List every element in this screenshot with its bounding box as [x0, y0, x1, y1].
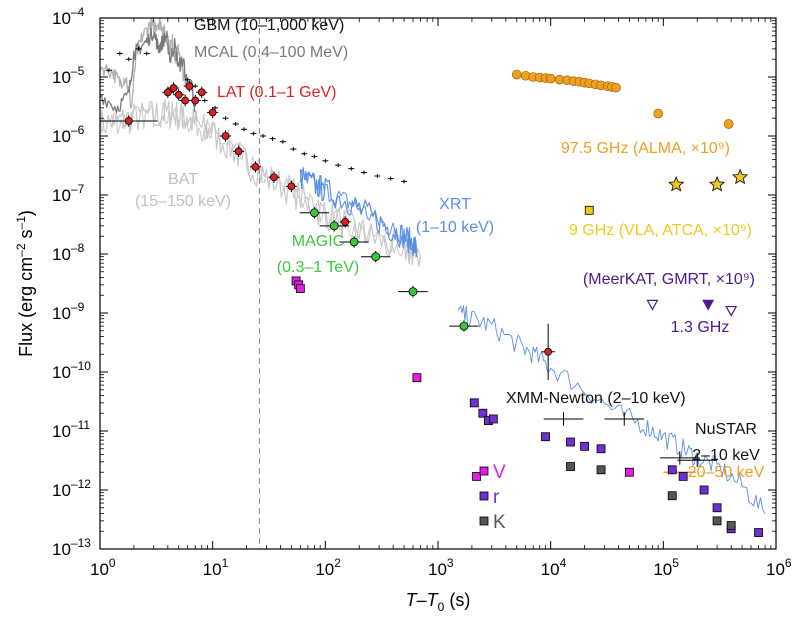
annotation-label: XMM-Newton (2–10 keV) — [506, 390, 686, 407]
annotation-label: 97.5 GHz (ALMA, ×10⁹) — [561, 140, 730, 157]
annotation-label: 20–50 keV — [688, 464, 765, 481]
lat-point — [125, 117, 132, 124]
lat-point — [192, 97, 199, 104]
annotation-label: BAT — [168, 171, 198, 188]
alma-point — [611, 83, 620, 92]
legend-swatch-r — [480, 492, 488, 500]
alma-point — [654, 109, 663, 118]
annotation-label: (15–150 keV) — [135, 193, 231, 210]
optical-point-v — [473, 472, 481, 480]
y-axis-label: Flux (erg cm–2 s–1) — [14, 210, 36, 357]
lat-point — [170, 85, 177, 92]
optical-point-k — [727, 522, 735, 530]
lat-point — [342, 218, 349, 225]
legend-label-k: K — [493, 512, 506, 533]
annotation-label: 1.3 GHz — [671, 319, 730, 336]
annotation-label: MCAL (0.4–100 MeV) — [194, 44, 348, 61]
optical-point-r — [597, 445, 605, 453]
optical-point-k — [597, 466, 605, 474]
magic-point — [372, 253, 380, 261]
vla-point — [585, 206, 593, 214]
lat-point — [235, 148, 242, 155]
optical-point-v — [296, 285, 304, 293]
chart: 100 101 102 103 104 105 10610–1310–1210–1110–1… — [0, 0, 808, 627]
optical-point-k — [668, 492, 676, 500]
magic-point — [310, 209, 318, 217]
optical-point-r — [755, 529, 763, 537]
legend-label-r: r — [493, 487, 500, 508]
optical-point-r — [700, 486, 708, 494]
annotation-label: 9 GHz (VLA, ATCA, ×10⁹) — [569, 222, 752, 239]
optical-point-v — [625, 468, 633, 476]
lat-point — [209, 109, 216, 116]
lat-point — [175, 91, 182, 98]
optical-point-k — [713, 517, 721, 525]
magic-point — [350, 238, 358, 246]
lat-point — [545, 348, 552, 355]
optical-point-r — [567, 438, 575, 446]
annotation-label: GBM (10–1,000 keV) — [194, 17, 344, 34]
legend-swatch-v — [480, 467, 488, 475]
annotation-label: XRT — [439, 196, 471, 213]
optical-point-r — [668, 466, 676, 474]
alma-point — [512, 70, 521, 79]
optical-point-r — [581, 442, 589, 450]
magic-point — [460, 322, 468, 330]
optical-point-r — [470, 399, 478, 407]
optical-point-r — [479, 409, 487, 417]
annotation-label: LAT (0.1–1 GeV) — [217, 84, 336, 101]
optical-point-r — [713, 504, 721, 512]
annotation-label: 2–10 keV — [692, 447, 760, 464]
magic-point — [409, 288, 417, 296]
lat-point — [222, 133, 229, 140]
alma-point — [546, 74, 555, 83]
optical-point-k — [567, 463, 575, 471]
lat-point — [186, 83, 193, 90]
annotation-label: (0.3–1 TeV) — [277, 259, 359, 276]
annotation-label: NuSTAR — [695, 421, 757, 438]
optical-point-r — [679, 472, 687, 480]
optical-point-r — [542, 433, 550, 441]
annotation-label: (MeerKAT, GMRT, ×10⁹) — [583, 271, 755, 288]
lat-point — [198, 89, 205, 96]
lat-point — [270, 174, 277, 181]
legend-label-v: V — [493, 462, 506, 483]
legend-swatch-k — [480, 517, 488, 525]
annotation-label: MAGIC — [292, 233, 344, 250]
optical-point-r — [489, 415, 497, 423]
annotation-label: (1–10 keV) — [416, 219, 494, 236]
lat-point — [252, 163, 259, 170]
optical-point-v — [413, 374, 421, 382]
alma-point — [724, 119, 733, 128]
y-axis-label-group: Flux (erg cm–2 s–1) — [14, 210, 36, 357]
lat-point — [182, 97, 189, 104]
chart-background — [0, 0, 808, 627]
magic-point — [330, 222, 338, 230]
lat-point — [288, 183, 295, 190]
